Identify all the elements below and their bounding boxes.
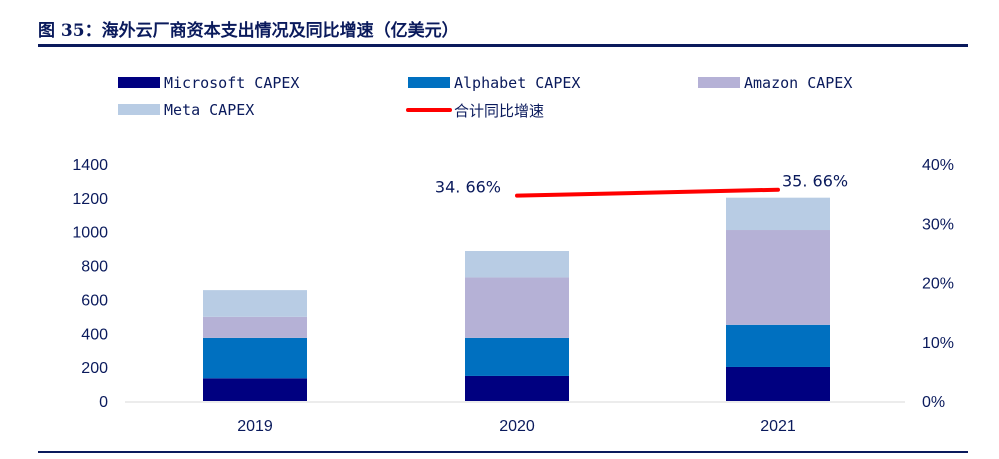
bar-2019-alphabet bbox=[203, 337, 307, 379]
x-tick-label: 2021 bbox=[760, 418, 796, 435]
y-tick-label: 600 bbox=[81, 292, 108, 309]
x-tick-label: 2019 bbox=[237, 418, 273, 435]
y-tick-label: 1000 bbox=[72, 225, 108, 242]
bar-2020-meta bbox=[465, 251, 569, 278]
bar-2019-meta bbox=[203, 290, 307, 317]
growth-line bbox=[515, 187, 780, 198]
bar-2021-alphabet bbox=[726, 324, 830, 367]
legend-label-3: Meta CAPEX bbox=[164, 101, 254, 119]
legend-label-1: Alphabet CAPEX bbox=[454, 74, 580, 92]
legend-label-0: Microsoft CAPEX bbox=[164, 74, 299, 92]
bar-2021-meta bbox=[726, 197, 830, 231]
y-tick-label: 400 bbox=[81, 326, 108, 343]
title-divider bbox=[38, 44, 968, 47]
figure-title: 图 35：海外云厂商资本支出情况及同比增速（亿美元） bbox=[38, 21, 459, 41]
bar-2021-microsoft bbox=[726, 366, 830, 401]
bar-2020-microsoft bbox=[465, 375, 569, 401]
y2-tick-label: 30% bbox=[922, 216, 954, 233]
y2-tick-label: 20% bbox=[922, 276, 954, 293]
y-tick-label: 0 bbox=[99, 394, 108, 411]
y-tick-label: 1200 bbox=[72, 191, 108, 208]
x-tick-label: 2020 bbox=[499, 418, 535, 435]
bar-2021-amazon bbox=[726, 230, 830, 325]
bar-2019-amazon bbox=[203, 316, 307, 338]
y-tick-label: 800 bbox=[81, 259, 108, 276]
growth-data-label: 35. 66% bbox=[782, 172, 848, 191]
bottom-divider bbox=[38, 451, 968, 453]
legend-swatch-3 bbox=[118, 104, 160, 115]
legend-label-line: 合计同比增速 bbox=[454, 102, 544, 120]
bar-2020-amazon bbox=[465, 277, 569, 338]
y2-tick-label: 40% bbox=[922, 157, 954, 174]
legend-swatch-0 bbox=[118, 77, 160, 88]
bar-2020-alphabet bbox=[465, 337, 569, 376]
legend-swatch-1 bbox=[408, 77, 450, 88]
y-tick-label: 200 bbox=[81, 360, 108, 377]
y2-tick-label: 0% bbox=[922, 394, 945, 411]
bar-2019-microsoft bbox=[203, 378, 307, 401]
legend-label-2: Amazon CAPEX bbox=[744, 74, 852, 92]
growth-data-label: 34. 66% bbox=[435, 178, 501, 197]
legend-swatch-2 bbox=[698, 77, 740, 88]
y-tick-label: 1400 bbox=[72, 157, 108, 174]
y2-tick-label: 10% bbox=[922, 335, 954, 352]
